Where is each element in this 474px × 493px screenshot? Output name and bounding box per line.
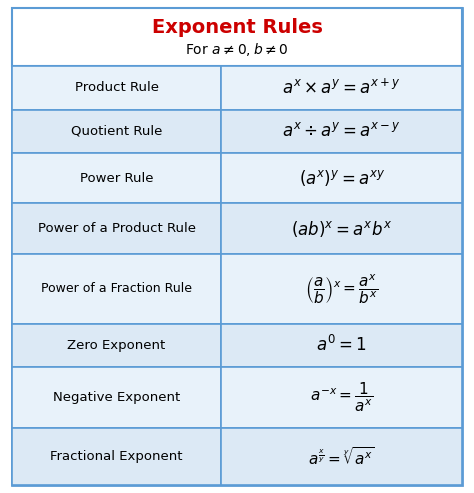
Bar	[221, 153, 462, 204]
Bar	[221, 66, 462, 109]
Bar	[12, 323, 221, 367]
Text: $a^x \div a^y = a^{x-y}$: $a^x \div a^y = a^{x-y}$	[282, 122, 401, 141]
Text: Power of a Product Rule: Power of a Product Rule	[37, 222, 196, 235]
Text: $\left(\dfrac{a}{b}\right)^{x} = \dfrac{a^x}{b^x}$: $\left(\dfrac{a}{b}\right)^{x} = \dfrac{…	[305, 272, 378, 306]
Text: Negative Exponent: Negative Exponent	[53, 391, 180, 404]
Bar	[221, 204, 462, 254]
Bar	[12, 66, 221, 109]
Text: For $a \neq 0, b \neq 0$: For $a \neq 0, b \neq 0$	[185, 41, 289, 58]
Text: $a^{-x} = \dfrac{1}{a^x}$: $a^{-x} = \dfrac{1}{a^x}$	[310, 381, 374, 415]
Text: Zero Exponent: Zero Exponent	[67, 339, 166, 352]
Text: $a^{0} = 1$: $a^{0} = 1$	[317, 335, 367, 355]
Text: Power of a Fraction Rule: Power of a Fraction Rule	[41, 282, 192, 295]
Bar	[12, 204, 221, 254]
Text: Product Rule: Product Rule	[74, 81, 159, 94]
Bar	[12, 428, 221, 485]
Text: $\left(a^x\right)^{y} = a^{xy}$: $\left(a^x\right)^{y} = a^{xy}$	[299, 169, 385, 188]
Bar	[221, 367, 462, 428]
Text: Exponent Rules: Exponent Rules	[152, 18, 322, 36]
Text: $a^x \times a^y = a^{x+y}$: $a^x \times a^y = a^{x+y}$	[282, 78, 401, 98]
Bar	[221, 323, 462, 367]
Text: $\left(ab\right)^{x} = a^{x}b^{x}$: $\left(ab\right)^{x} = a^{x}b^{x}$	[291, 218, 392, 239]
Text: Quotient Rule: Quotient Rule	[71, 125, 162, 138]
Bar	[12, 367, 221, 428]
Text: Fractional Exponent: Fractional Exponent	[50, 450, 183, 463]
Bar	[221, 428, 462, 485]
Bar	[221, 254, 462, 323]
Bar	[221, 109, 462, 153]
Bar	[12, 109, 221, 153]
Text: Power Rule: Power Rule	[80, 172, 154, 185]
Text: $a^{\frac{x}{y}} = \sqrt[y]{a^x}$: $a^{\frac{x}{y}} = \sqrt[y]{a^x}$	[308, 446, 375, 467]
Bar	[12, 254, 221, 323]
Bar	[12, 8, 462, 66]
Bar	[12, 153, 221, 204]
